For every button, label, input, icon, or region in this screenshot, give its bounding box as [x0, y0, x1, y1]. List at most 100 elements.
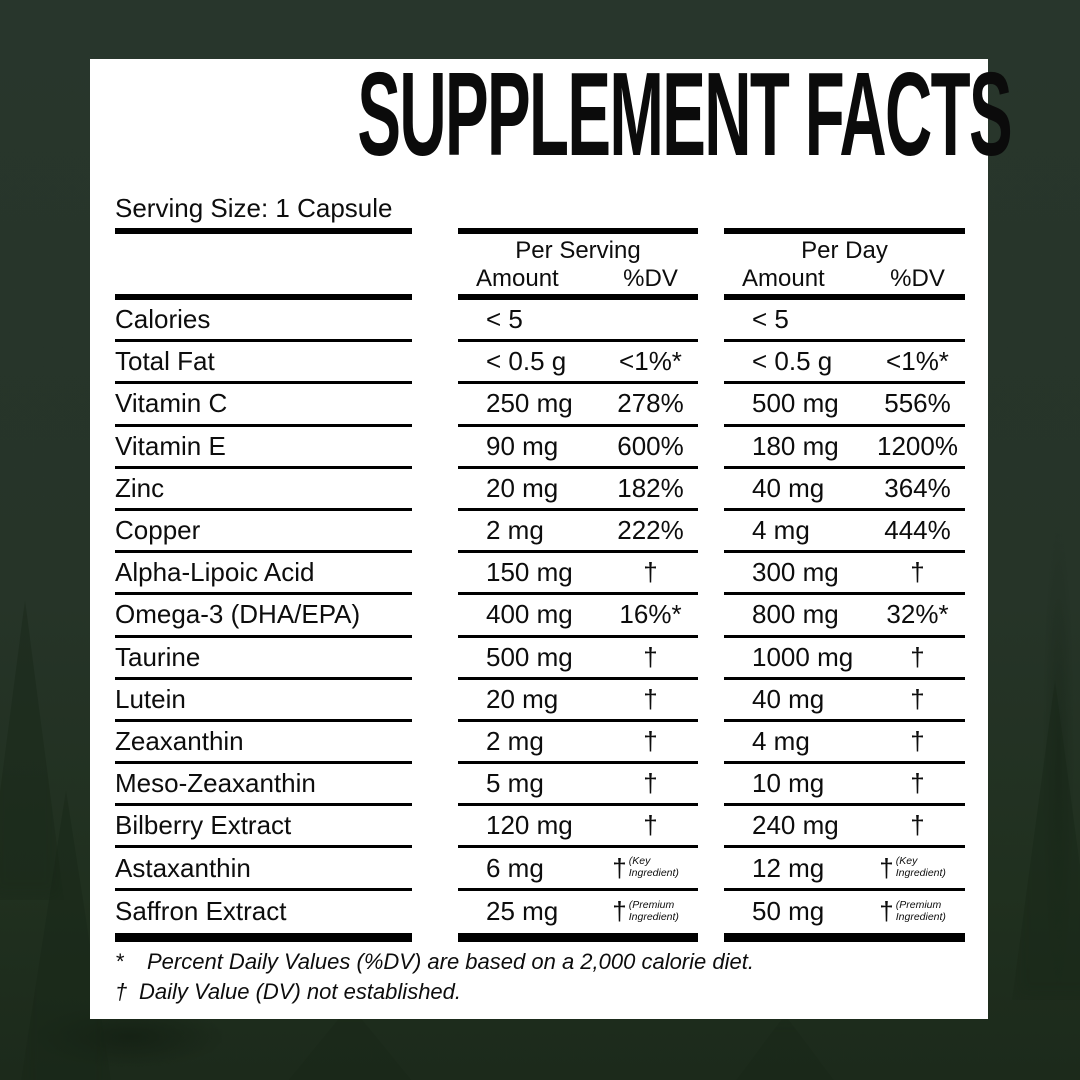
table-row: Bilberry Extract 120 mg † 240 mg †: [90, 806, 988, 849]
per-serving-cell: 120 mg †: [458, 806, 698, 849]
rule-segment: [115, 228, 412, 234]
day-amount: 12 mg: [752, 852, 825, 883]
forest-silhouette: [1012, 680, 1080, 1000]
serving-amount: 90 mg: [486, 430, 559, 461]
serving-amount: 400 mg: [486, 599, 573, 630]
rule-segment: [724, 228, 965, 234]
serving-amount: < 0.5 g: [486, 346, 567, 377]
per-serving-cell: 250 mg 278%: [458, 384, 698, 427]
table-row: Zinc 20 mg 182% 40 mg 364%: [90, 469, 988, 511]
per-serving-cell: 400 mg 16%*: [458, 595, 698, 638]
table-rows: Calories < 5 < 5 Total Fat < 0.5 g <1%*: [90, 300, 988, 933]
serving-amount: < 5: [486, 304, 523, 335]
day-amount: 180 mg: [752, 430, 839, 461]
serving-size-label: Serving Size: 1 Capsule: [115, 193, 393, 223]
per-serving-cell: 20 mg 182%: [458, 469, 698, 511]
per-day-dv-header: %DV: [890, 265, 945, 292]
supplement-facts-panel: SUPPLEMENT FACTS Serving Size: 1 Capsule…: [90, 55, 1013, 1019]
header-per-day: Per Day Amount %DV: [724, 234, 965, 294]
per-serving-cell: < 0.5 g <1%*: [458, 342, 698, 385]
day-dv: †: [910, 725, 925, 756]
day-amount: 4 mg: [752, 725, 810, 756]
day-amount: 4 mg: [752, 515, 810, 546]
nutrition-table: Per Serving Amount %DV Per Day Amount %D…: [90, 228, 988, 942]
nutrient-name: Bilberry Extract: [115, 806, 412, 849]
serving-amount: 120 mg: [486, 810, 573, 841]
serving-amount: 20 mg: [486, 683, 559, 714]
table-row: Calories < 5 < 5: [90, 300, 988, 343]
per-day-cell: < 5: [724, 300, 965, 343]
per-day-cell: 1000 mg †: [724, 638, 965, 680]
panel-title: SUPPLEMENT FACTS: [90, 55, 1012, 174]
serving-dv: 600%: [617, 430, 684, 461]
nutrient-name: Vitamin E: [115, 427, 412, 469]
table-row: Alpha-Lipoic Acid 150 mg † 300 mg †: [90, 553, 988, 596]
serving-dv: †: [643, 768, 658, 799]
rule-segment: [724, 294, 965, 300]
nutrient-name: Omega-3 (DHA/EPA): [115, 595, 412, 638]
serving-dv-note: (Premium Ingredient): [628, 898, 679, 923]
serving-dv-note: (Key Ingredient): [628, 855, 679, 880]
serving-dv: †: [643, 683, 658, 714]
asterisk-marker: *: [115, 949, 124, 974]
per-day-cell: 12 mg † (Key Ingredient): [724, 848, 965, 891]
rule-segment: [458, 228, 698, 234]
per-serving-cell: 20 mg †: [458, 680, 698, 722]
per-serving-cell: 2 mg †: [458, 722, 698, 765]
day-amount: 40 mg: [752, 683, 825, 714]
serving-dv: <1%*: [619, 346, 682, 377]
nutrient-name: Calories: [115, 300, 412, 343]
day-amount: 40 mg: [752, 472, 825, 503]
per-serving-cell: 25 mg † (Premium Ingredient): [458, 891, 698, 933]
per-day-cell: 10 mg †: [724, 764, 965, 807]
serving-dv: †: [643, 725, 658, 756]
day-amount: 10 mg: [752, 768, 825, 799]
footnote-dv-not-established: † Daily Value (DV) not established.: [115, 977, 968, 1007]
day-dv-note: (Key Ingredient): [895, 855, 946, 880]
day-dv: †: [910, 810, 925, 841]
dagger-marker: †: [115, 979, 128, 1004]
serving-dv: 182%: [617, 472, 684, 503]
day-dv: †: [910, 683, 925, 714]
nutrient-name: Zeaxanthin: [115, 722, 412, 765]
footnote-text: Percent Daily Values (%DV) are based on …: [147, 949, 754, 974]
day-dv-note: (Premium Ingredient): [895, 898, 946, 923]
per-day-amount-header: Amount: [742, 265, 825, 292]
day-amount: < 0.5 g: [752, 346, 833, 377]
day-dv: †: [910, 557, 925, 588]
table-row: Taurine 500 mg † 1000 mg †: [90, 638, 988, 680]
nutrient-name: Astaxanthin: [115, 848, 412, 891]
rule-segment: [724, 932, 965, 942]
nutrient-name: Vitamin C: [115, 384, 412, 427]
rule-segment: [458, 294, 698, 300]
table-row: Omega-3 (DHA/EPA) 400 mg 16%* 800 mg 32%…: [90, 595, 988, 638]
serving-dv: †: [643, 557, 658, 588]
table-row: Lutein 20 mg † 40 mg †: [90, 680, 988, 722]
serving-amount: 150 mg: [486, 557, 573, 588]
table-row: Astaxanthin 6 mg † (Key Ingredient) 12 m…: [90, 848, 988, 891]
header-name-spacer: [115, 234, 412, 294]
per-day-cell: 4 mg †: [724, 722, 965, 765]
day-dv: <1%*: [886, 346, 949, 377]
nutrient-name: Alpha-Lipoic Acid: [115, 553, 412, 596]
per-serving-cell: 90 mg 600%: [458, 427, 698, 469]
serving-amount: 6 mg: [486, 852, 544, 883]
nutrient-name: Saffron Extract: [115, 896, 287, 927]
per-day-cell: 500 mg 556%: [724, 384, 965, 427]
day-amount: 240 mg: [752, 810, 839, 841]
serving-dv: † (Premium Ingredient): [603, 896, 698, 927]
day-dv: †: [910, 768, 925, 799]
rule-segment: [115, 294, 412, 300]
header-per-serving: Per Serving Amount %DV: [458, 234, 698, 294]
nutrient-name: Meso-Zeaxanthin: [115, 764, 412, 807]
serving-dv: †: [643, 810, 658, 841]
day-dv: 1200%: [877, 430, 958, 461]
per-day-cell: < 0.5 g <1%*: [724, 342, 965, 385]
forest-silhouette: [710, 1015, 860, 1080]
day-dv: †: [910, 641, 925, 672]
day-amount: 500 mg: [752, 388, 839, 419]
day-dv: 556%: [884, 388, 951, 419]
serving-amount: 25 mg: [486, 896, 559, 927]
day-dv: 32%*: [886, 599, 949, 630]
panel-title-text: SUPPLEMENT FACTS: [357, 48, 1012, 181]
